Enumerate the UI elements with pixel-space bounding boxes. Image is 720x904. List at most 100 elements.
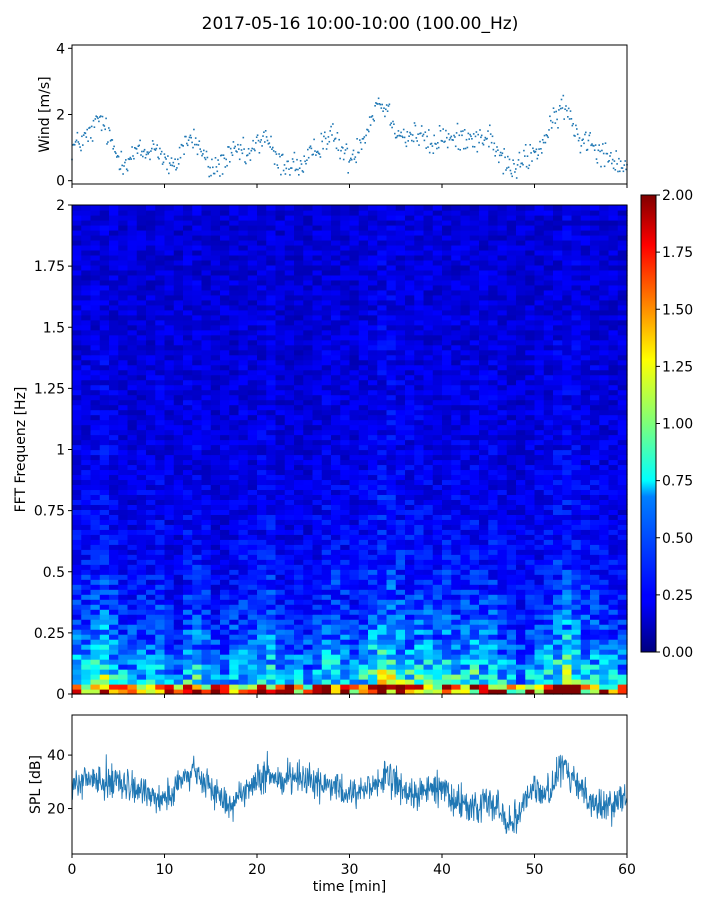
spectrogram-cell [488,400,498,406]
spectrogram-cell [220,564,230,570]
spectrogram-cell [433,514,443,520]
spectrogram-cell [396,599,406,605]
wind-point [568,108,570,110]
spectrogram-cell [562,335,572,341]
spectrogram-cell [72,469,82,475]
spectrogram-cell [165,534,175,540]
spectrogram-cell [488,440,498,446]
spectrogram-cell [239,469,249,475]
spectrogram-cell [294,659,304,665]
spectrogram-cell [211,395,221,401]
spectrogram-cell [433,445,443,451]
spectrogram-cell [211,390,221,396]
spectrogram-cell [137,440,147,446]
spectrogram-cell [618,370,628,376]
spectrogram-cell [211,410,221,416]
spectrogram-cell [285,390,295,396]
spectrogram-cell [572,375,582,381]
spectrogram-cell [137,569,147,575]
spectrogram-cell [525,589,535,595]
spectrogram-cell [359,499,369,505]
spectrogram-cell [72,435,82,441]
spectrogram-cell [581,579,591,585]
spectrogram-cell [442,454,452,460]
wind-point [262,135,264,137]
spectrogram-cell [377,350,387,356]
spectrogram-cell [479,454,489,460]
spectrogram-cell [535,355,545,361]
spectrogram-cell [470,564,480,570]
spectrogram-cell [461,554,471,560]
spectrogram-cell [535,405,545,411]
spectrogram-cell [285,454,295,460]
wind-point [164,153,166,155]
spectrogram-cell [396,654,406,660]
spectrogram-cell [100,589,110,595]
spectrogram-cell [276,430,286,436]
spectrogram-cell [72,445,82,451]
spectrogram-cell [535,410,545,416]
spectrogram-cell [581,544,591,550]
spectrogram-cell [553,425,563,431]
spectrogram-cell [155,454,165,460]
spectrogram-cell [257,499,267,505]
spectrogram-cell [350,549,360,555]
wind-point [174,158,176,160]
spectrogram-cell [174,634,184,640]
spectrogram-cell [433,604,443,610]
spectrogram-cell [461,469,471,475]
spectrogram-cell [377,474,387,480]
spectrogram-cell [525,420,535,426]
spectrogram-cell [525,385,535,391]
spectrogram-cell [442,474,452,480]
wind-point [428,129,430,131]
spectrogram-cell [174,564,184,570]
spectrogram-cell [553,390,563,396]
wind-point [189,137,191,139]
spectrogram-cell [331,420,341,426]
spectrogram-cell [442,564,452,570]
spectrogram-cell [479,629,489,635]
spectrogram-cell [100,415,110,421]
wind-point [90,137,92,139]
spectrogram-cell [174,420,184,426]
spectrogram-cell [618,524,628,530]
spectrogram-cell [285,340,295,346]
spectrogram-cell [248,544,258,550]
spectrogram-cell [451,395,461,401]
spectrogram-cell [405,345,415,351]
spectrogram-cell [340,400,350,406]
spectrogram-cell [155,390,165,396]
wind-point [190,137,192,139]
wind-ytick-label: 0 [56,174,65,190]
wind-ytick-label: 4 [56,41,65,57]
spectrogram-cell [192,529,202,535]
spectrogram-cell [442,634,452,640]
spectrogram-cell [368,684,378,690]
spectrogram-cell [470,624,480,630]
wind-point [605,142,607,144]
spectrogram-cell [535,644,545,650]
spectrogram-cell [331,539,341,545]
spectrogram-cell [331,619,341,625]
spectrogram-cell [396,335,406,341]
wind-point [308,157,310,159]
wind-point [215,157,217,159]
spectrogram-cell [433,435,443,441]
spectrogram-cell [211,435,221,441]
spectrogram-cell [331,464,341,470]
spectrogram-cell [368,454,378,460]
spectrogram-cell [368,504,378,510]
spectrogram-cell [498,554,508,560]
wind-point [447,147,449,149]
spectrogram-cell [146,355,156,361]
spectrogram-cell [498,594,508,600]
spectrogram-cell [535,664,545,670]
spectrogram-cell [414,654,424,660]
spectrogram-cell [405,584,415,590]
spectrogram-cell [424,454,434,460]
spectrogram-cell [599,604,609,610]
spectrogram-cell [553,614,563,620]
spectrogram-cell [313,569,323,575]
spectrogram-cell [516,454,526,460]
